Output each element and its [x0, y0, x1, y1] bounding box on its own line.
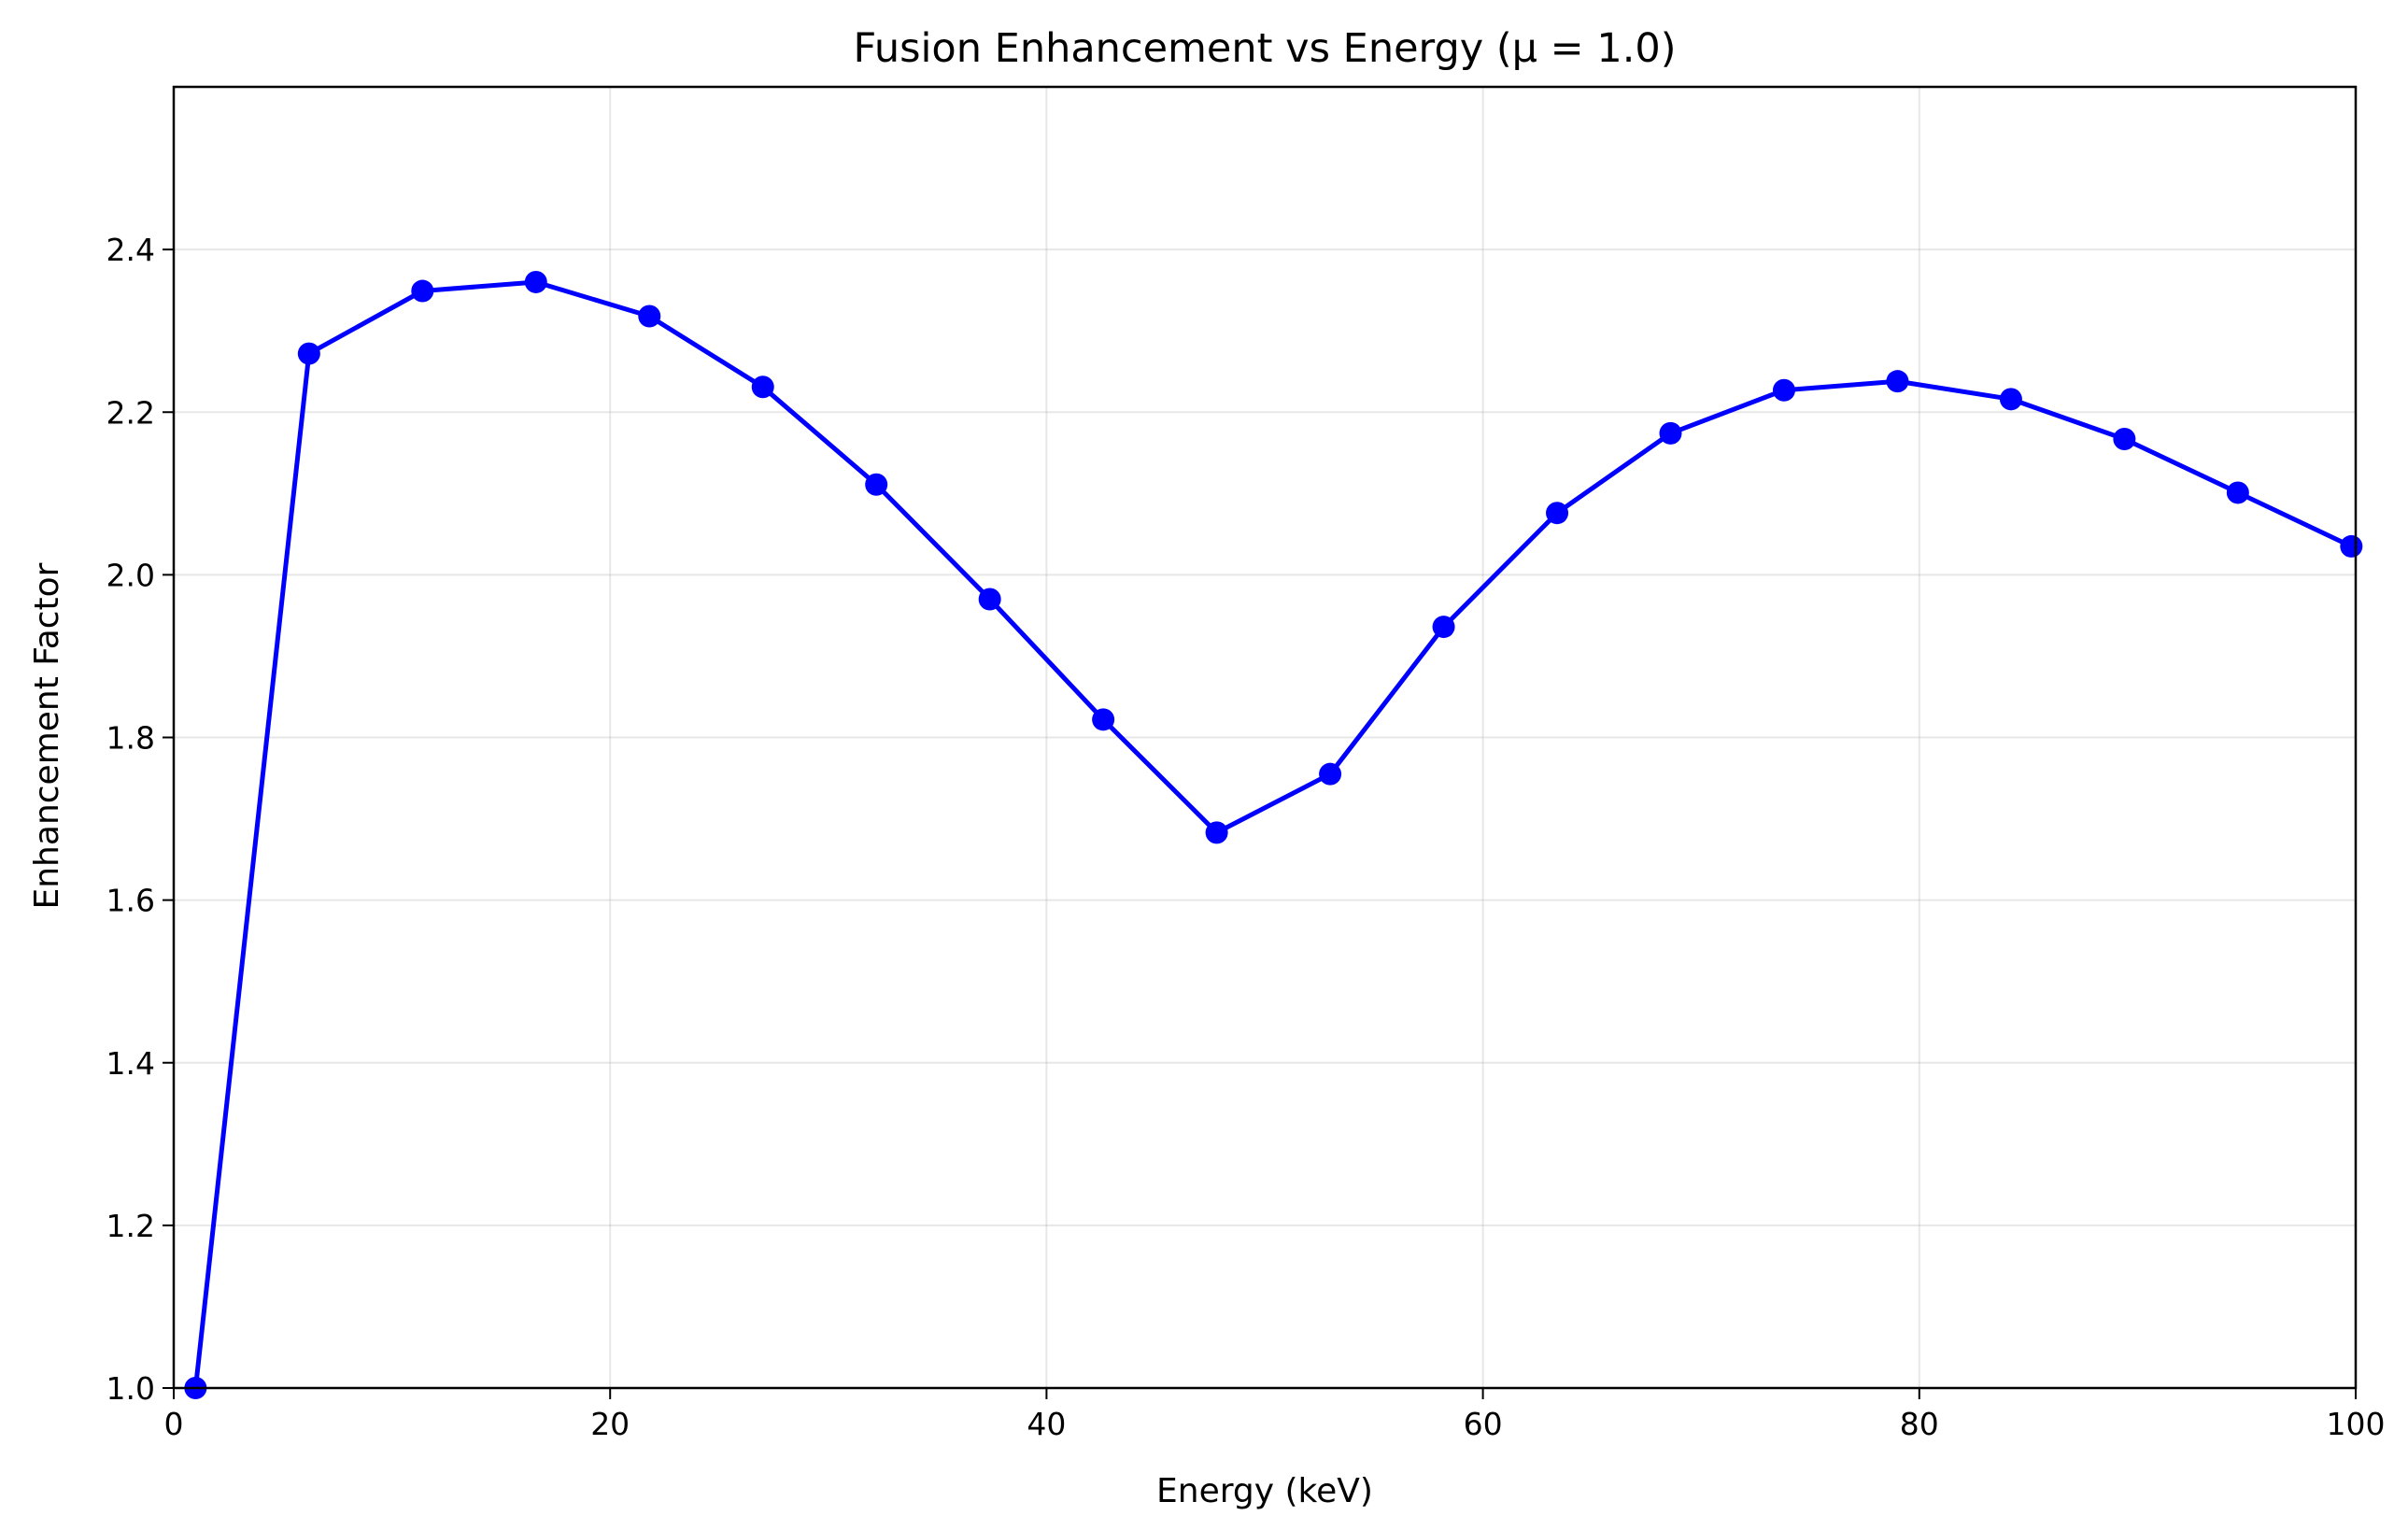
y-tick-label: 2.0 [106, 557, 155, 593]
y-axis-label: Enhancement Factor [28, 562, 66, 909]
data-point [865, 473, 888, 496]
data-point [1772, 378, 1795, 402]
data-point [638, 305, 661, 328]
y-tick-label: 2.2 [106, 394, 155, 431]
y-tick-label: 1.0 [106, 1370, 155, 1407]
data-points [184, 270, 2363, 1399]
data-point [2340, 534, 2363, 558]
data-point [2113, 427, 2136, 450]
data-point [411, 279, 434, 303]
y-tick-label: 1.2 [106, 1208, 155, 1244]
data-point [751, 375, 774, 399]
data-point [1092, 708, 1115, 731]
data-point [297, 342, 320, 365]
x-tick-label: 100 [2327, 1406, 2386, 1442]
y-tick-label: 1.6 [106, 883, 155, 919]
data-point [1886, 370, 1909, 393]
chart-title: Fusion Enhancement vs Energy (μ = 1.0) [853, 25, 1676, 72]
y-tick-label: 2.4 [106, 232, 155, 268]
data-point [1432, 616, 1455, 639]
x-tick-label: 60 [1464, 1406, 1503, 1442]
y-axis-ticks: 1.0 1.2 1.4 1.6 1.8 2.0 2.2 2.4 [106, 232, 174, 1407]
x-axis-label: Energy (keV) [1156, 1472, 1373, 1510]
series-line [192, 279, 2354, 1391]
data-point [978, 588, 1001, 611]
x-tick-label: 40 [1027, 1406, 1066, 1442]
data-point [2226, 481, 2249, 504]
x-tick-label: 80 [1900, 1406, 1939, 1442]
data-point [1319, 762, 1342, 786]
data-point [1205, 821, 1228, 844]
x-axis-ticks: 0 20 40 60 80 100 [164, 1388, 2386, 1442]
x-tick-label: 0 [164, 1406, 184, 1442]
plot-area [192, 279, 2354, 1391]
y-tick-label: 1.8 [106, 720, 155, 757]
y-tick-label: 1.4 [106, 1045, 155, 1082]
data-point [524, 270, 547, 293]
data-point [1546, 502, 1569, 525]
data-point [1999, 388, 2022, 411]
x-tick-label: 20 [590, 1406, 630, 1442]
data-point [1659, 421, 1682, 445]
